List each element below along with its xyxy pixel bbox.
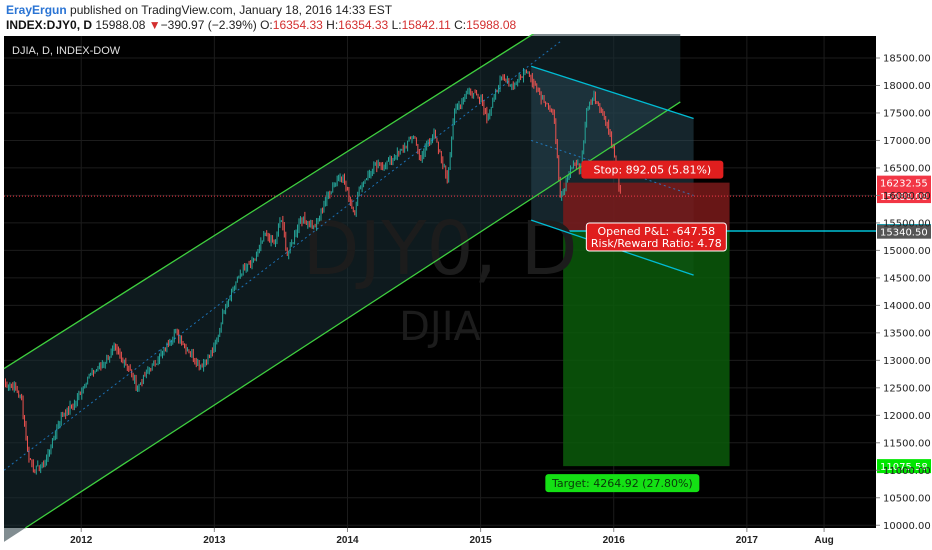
rising-channel-upper[interactable]	[3, 34, 560, 370]
y-tick-label: 16000.00	[883, 191, 931, 202]
price-tag	[877, 459, 931, 474]
y-tick-label: 18500.00	[883, 53, 931, 64]
falling-channel-upper[interactable]	[530, 65, 694, 120]
high-label: H:	[326, 18, 339, 32]
publish-line: ErayErgun published on TradingView.com, …	[6, 3, 392, 17]
y-tick-label: 17000.00	[883, 136, 931, 147]
price-axis[interactable]	[876, 36, 932, 528]
y-tick-label: 14000.00	[883, 301, 931, 312]
y-tick-label: 10500.00	[883, 493, 931, 504]
quote-line: INDEX:DJY0, D 15988.08 ▼−390.97 (−2.39%)…	[6, 18, 516, 32]
time-axis[interactable]	[4, 528, 876, 550]
open-label: O:	[260, 18, 273, 32]
published-text: published on TradingView.com, January 18…	[70, 3, 393, 17]
watermark-symbol: DJY0, D	[302, 206, 577, 292]
x-tick-label: 2017	[736, 535, 759, 546]
target-zone[interactable]	[563, 230, 730, 467]
rising-channel-mid[interactable]	[3, 41, 561, 471]
stop-label-text: Stop: 892.05 (5.81%)	[593, 164, 711, 177]
x-tick-label: 2014	[336, 535, 359, 546]
low-value: 15842.11	[401, 18, 451, 32]
price-tag-label: 15340.50	[880, 228, 928, 239]
y-tick-label: 11000.00	[883, 466, 931, 477]
y-tick-label: 10000.00	[883, 521, 931, 532]
y-tick-label: 13000.00	[883, 356, 931, 367]
author-link[interactable]: ErayErgun	[6, 3, 67, 17]
rising-channel-lower[interactable]	[24, 101, 681, 529]
last-price: 15988.08	[95, 18, 146, 32]
pl-label-box	[585, 222, 727, 252]
down-arrow-icon: ▼	[148, 18, 161, 32]
price-tag	[877, 224, 931, 239]
y-tick-label: 13500.00	[883, 328, 931, 339]
symbol-label: INDEX:DJY0, D	[6, 18, 93, 32]
y-tick-label: 15000.00	[883, 246, 931, 257]
open-value: 16354.33	[272, 18, 323, 32]
x-tick-label: 2015	[469, 535, 492, 546]
watermark-name: DJIA	[399, 304, 481, 350]
y-tick-label: 16500.00	[883, 163, 931, 174]
y-tick-label: 12500.00	[883, 383, 931, 394]
target-label-text: Target: 4264.92 (27.80%)	[551, 477, 693, 490]
change-value: −390.97 (−2.39%)	[160, 18, 257, 32]
x-tick-label: 2016	[603, 535, 626, 546]
price-tag-label: 16232.55	[880, 179, 928, 190]
y-tick-label: 14500.00	[883, 273, 931, 284]
close-label: C:	[454, 18, 467, 32]
stop-label-box	[581, 160, 724, 179]
high-value: 16354.33	[338, 18, 389, 32]
close-value: 15988.08	[466, 18, 517, 32]
target-label-box	[545, 474, 700, 493]
x-tick-label: 2013	[203, 535, 226, 546]
x-tick-label: 2012	[70, 535, 93, 546]
chart-header: ErayErgun published on TradingView.com, …	[0, 0, 932, 34]
y-tick-label: 18000.00	[883, 81, 931, 92]
price-tag-label: 11075.58	[880, 462, 928, 473]
y-tick-label: 17500.00	[883, 108, 931, 119]
y-tick-label: 12000.00	[883, 411, 931, 422]
price-chart[interactable]: DJY0, D DJIA Stop: 892.05 (5.81%) Opened …	[0, 34, 932, 550]
stop-label[interactable]: Stop: 892.05 (5.81%)	[581, 160, 724, 179]
rising-channel-fill	[4, 34, 681, 542]
price-tag	[877, 175, 931, 190]
price-tag-label: 15988.08	[880, 192, 928, 203]
y-tick-label: 15500.00	[883, 218, 931, 229]
x-tick-label: Aug	[814, 535, 833, 546]
low-label: L:	[391, 18, 402, 32]
series-label: DJIA, D, INDEX-DOW	[12, 45, 121, 57]
rr-label-text: Risk/Reward Ratio: 4.78	[591, 237, 722, 250]
y-tick-label: 11500.00	[883, 438, 931, 449]
target-label[interactable]: Target: 4264.92 (27.80%)	[545, 474, 700, 493]
pl-label-text: Opened P&L: -647.58	[598, 225, 716, 238]
price-tag	[877, 189, 931, 204]
